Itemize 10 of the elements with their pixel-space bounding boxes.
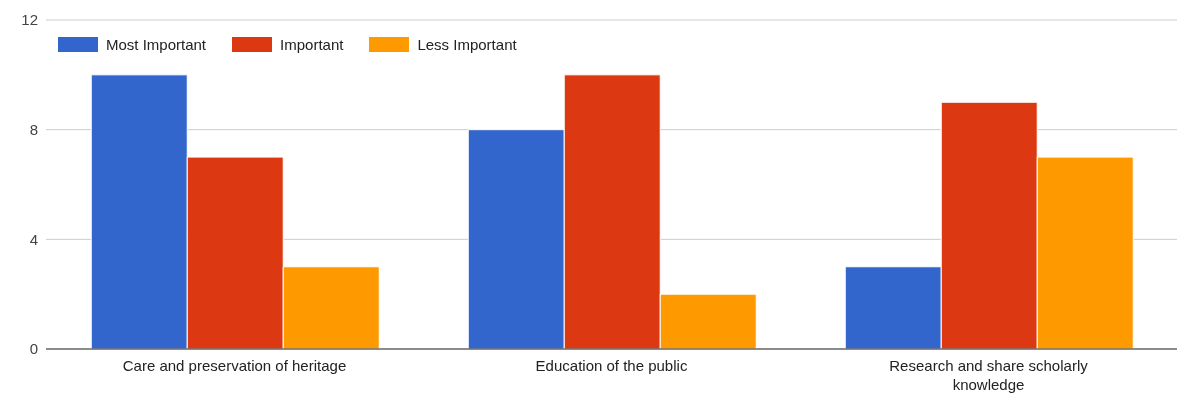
- y-tick-label: 12: [21, 11, 38, 29]
- legend-label: Less Important: [417, 36, 517, 53]
- y-tick-label: 8: [29, 120, 38, 138]
- x-tick-label: Care and preservation of heritage: [122, 357, 347, 374]
- y-tick-label: 0: [29, 340, 38, 358]
- y-tick-label: 4: [29, 230, 38, 248]
- legend-label: Most Important: [106, 36, 207, 53]
- legend-label: Important: [280, 36, 344, 53]
- x-tick-label: Education of the public: [535, 357, 688, 374]
- x-tick-label: Research and share scholarly knowledge: [889, 357, 1089, 393]
